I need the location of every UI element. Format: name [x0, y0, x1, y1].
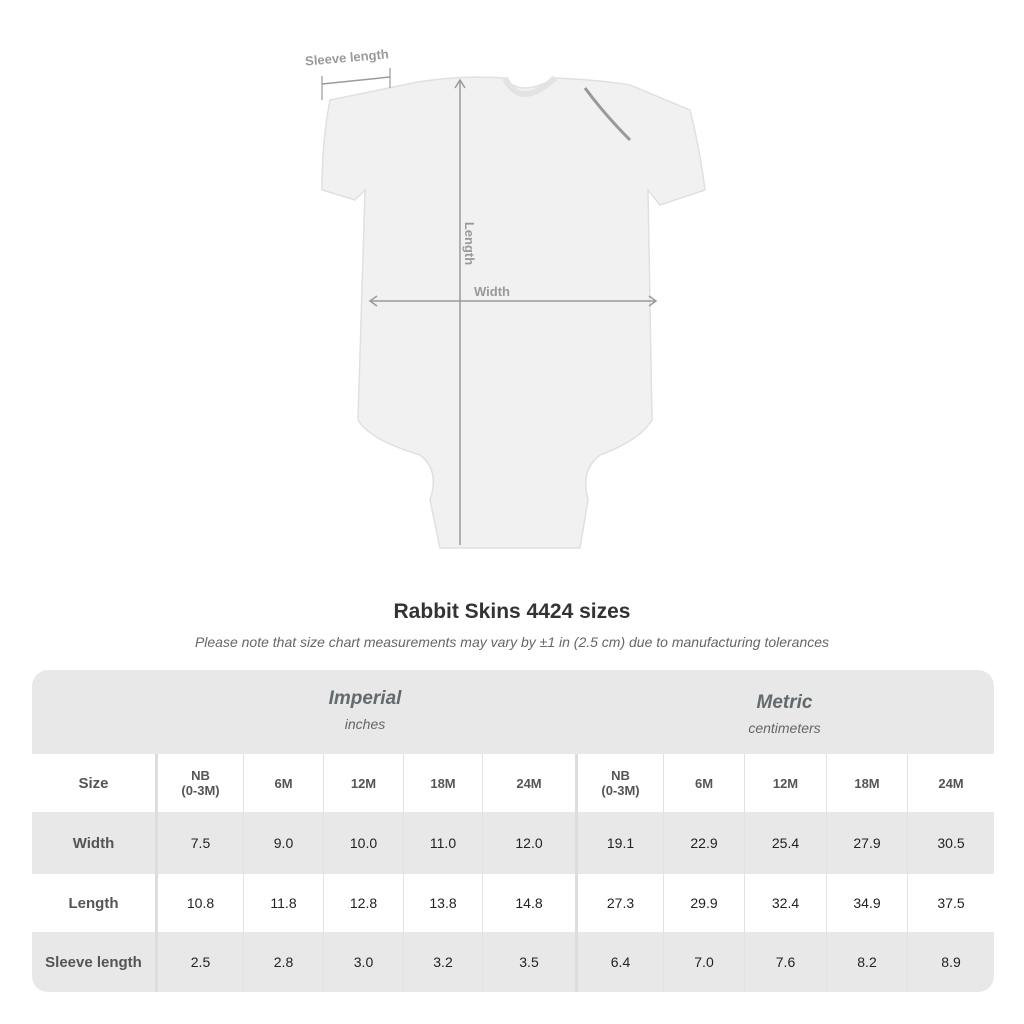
value-cell: 3.2 — [403, 932, 482, 992]
value-cell: 8.2 — [826, 932, 907, 992]
size-cell: 6M — [243, 754, 323, 812]
size-cell: NB (0-3M) — [155, 754, 243, 812]
sleeve-arrow — [321, 76, 391, 85]
size-cell: 6M — [663, 754, 744, 812]
value-cell: 11.8 — [243, 874, 323, 932]
value-cell: 2.8 — [243, 932, 323, 992]
value-cell: 7.5 — [155, 812, 243, 874]
size-cell: 12M — [323, 754, 403, 812]
size-cell: 24M — [482, 754, 575, 812]
value-cell: 27.3 — [575, 874, 663, 932]
value-cell: 6.4 — [575, 932, 663, 992]
size-header-row: Size NB (0-3M) 6M 12M 18M 24M NB (0-3M) 6M 12M 18… — [32, 754, 994, 812]
value-cell: 12.8 — [323, 874, 403, 932]
table-row: Sleeve length 2.5 2.8 3.0 3.2 3.5 6.4 7.0 7.6 8.2… — [32, 932, 994, 992]
width-label: Width — [474, 284, 510, 299]
value-cell: 11.0 — [403, 812, 482, 874]
value-cell: 29.9 — [663, 874, 744, 932]
value-cell: 14.8 — [482, 874, 575, 932]
size-cell: 12M — [744, 754, 826, 812]
value-cell: 8.9 — [907, 932, 994, 992]
value-cell: 2.5 — [155, 932, 243, 992]
size-table: Imperial inches Metric centimeters Size N… — [32, 670, 994, 992]
table-header: Imperial inches Metric centimeters — [32, 670, 994, 754]
size-cell: 18M — [403, 754, 482, 812]
size-cell: 18M — [826, 754, 907, 812]
value-cell: 13.8 — [403, 874, 482, 932]
size-cell: 24M — [907, 754, 994, 812]
tolerance-note: Please note that size chart measurements… — [194, 634, 830, 650]
value-cell: 3.5 — [482, 932, 575, 992]
value-cell: 34.9 — [826, 874, 907, 932]
value-cell: 9.0 — [243, 812, 323, 874]
value-cell: 22.9 — [663, 812, 744, 874]
size-label: Size — [78, 774, 109, 792]
metric-header: Metric centimeters — [748, 692, 821, 736]
value-cell: 27.9 — [826, 812, 907, 874]
value-cell: 7.6 — [744, 932, 826, 992]
chart-title: Rabbit Skins 4424 sizes — [393, 600, 631, 623]
bodysuit-shape — [321, 76, 706, 549]
value-cell: 10.0 — [323, 812, 403, 874]
imperial-header: Imperial inches — [328, 688, 402, 732]
value-cell: 30.5 — [907, 812, 994, 874]
value-cell: 25.4 — [744, 812, 826, 874]
table-row: Width 7.5 9.0 10.0 11.0 12.0 19.1 22.9 25.4 27.9 3… — [32, 812, 994, 874]
value-cell: 37.5 — [907, 874, 994, 932]
bodysuit-illustration — [321, 68, 706, 549]
row-label: Width — [72, 834, 115, 852]
table-row: Length 10.8 11.8 12.8 13.8 14.8 27.3 29.9 32.4 34… — [32, 874, 994, 932]
length-label: Length — [462, 221, 478, 266]
value-cell: 10.8 — [155, 874, 243, 932]
row-label: Length — [68, 894, 119, 912]
row-label: Sleeve length — [45, 953, 142, 971]
value-cell: 12.0 — [482, 812, 575, 874]
value-cell: 19.1 — [575, 812, 663, 874]
value-cell: 7.0 — [663, 932, 744, 992]
value-cell: 32.4 — [744, 874, 826, 932]
value-cell: 3.0 — [323, 932, 403, 992]
size-cell: NB (0-3M) — [575, 754, 663, 812]
